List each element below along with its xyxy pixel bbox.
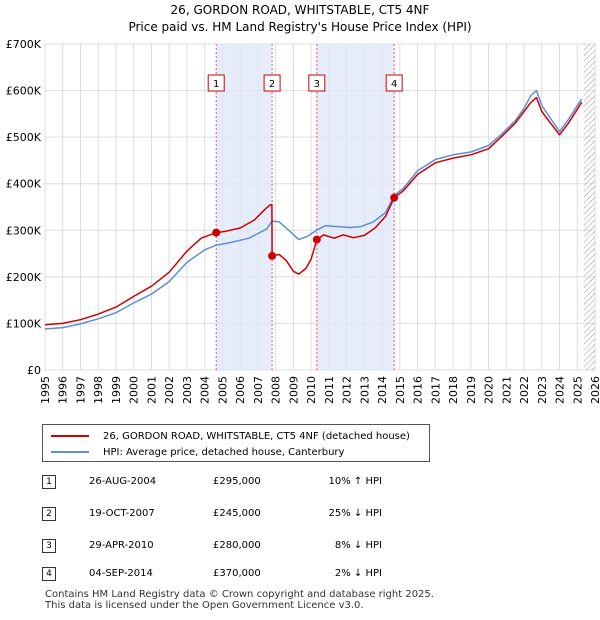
series-lines (44, 89, 583, 330)
sale-label-number: 1 (213, 79, 219, 90)
transaction-hpi-diff: 10% ↑ HPI (328, 476, 382, 487)
shaded-periods (216, 44, 595, 370)
chart-title: 26, GORDON ROAD, WHITSTABLE, CT5 4NF (171, 3, 430, 17)
x-tick-label: 2022 (518, 376, 531, 404)
x-axis: 1995 1996 1997 1998 1999 2000 2001 2002 2003 2004… (39, 376, 600, 404)
x-tick-label: 2014 (376, 376, 389, 404)
x-tick-label: 2023 (536, 376, 549, 404)
x-tick-label: 1997 (74, 376, 87, 404)
x-tick-label: 2015 (394, 376, 407, 404)
sale-labels: 1 2 3 4 (207, 74, 403, 92)
sale-label-number: 3 (314, 79, 320, 90)
legend: 26, GORDON ROAD, WHITSTABLE, CT5 4NF (de… (42, 424, 430, 462)
y-tick-label: £600K (6, 85, 42, 98)
y-tick-label: £700K (6, 38, 42, 51)
forecast-hatch (583, 44, 595, 370)
legend-label-hpi: HPI: Average price, detached house, Cant… (103, 446, 345, 458)
transaction-price: £295,000 (213, 476, 261, 487)
x-tick-label: 1996 (57, 376, 70, 404)
x-tick-label: 1995 (39, 376, 52, 404)
shaded-period (216, 44, 273, 370)
transaction-date: 19-OCT-2007 (89, 508, 155, 519)
x-tick-label: 1998 (92, 376, 105, 404)
x-tick-label: 2002 (163, 376, 176, 404)
transaction-number: 4 (42, 567, 56, 581)
sale-points (212, 193, 399, 260)
x-tick-label: 2003 (181, 376, 194, 404)
footer-copyright: Contains HM Land Registry data © Crown c… (45, 589, 434, 600)
chart-subtitle: Price paid vs. HM Land Registry's House … (128, 20, 471, 34)
transaction-hpi-diff: 2% ↓ HPI (334, 568, 382, 579)
x-tick-label: 2010 (305, 376, 318, 404)
transaction-number: 2 (42, 507, 56, 521)
footer: Contains HM Land Registry data © Crown c… (45, 589, 434, 611)
sale-label-number: 4 (391, 79, 397, 90)
y-tick-label: £100K (6, 317, 42, 330)
legend-swatch-property (51, 435, 89, 437)
x-tick-label: 2026 (589, 376, 600, 404)
x-tick-label: 2020 (483, 376, 496, 404)
price-chart: 26, GORDON ROAD, WHITSTABLE, CT5 4NF Pri… (6, 3, 600, 404)
transaction-price: £370,000 (213, 568, 261, 579)
x-tick-label: 2018 (447, 376, 460, 404)
sale-label-number: 2 (269, 79, 275, 90)
transaction-price: £280,000 (213, 540, 261, 551)
x-tick-label: 2025 (571, 376, 584, 404)
y-tick-label: £0 (27, 364, 41, 377)
x-tick-label: 2021 (500, 376, 513, 404)
x-tick-label: 2008 (270, 376, 283, 404)
footer-licence: This data is licensed under the Open Gov… (45, 600, 364, 611)
sale-label-box (385, 74, 403, 92)
x-tick-label: 2001 (145, 376, 158, 404)
x-tick-label: 1999 (110, 376, 123, 404)
x-tick-label: 2024 (554, 376, 567, 404)
legend-swatch-hpi (51, 451, 89, 453)
y-tick-label: £200K (6, 271, 42, 284)
x-tick-label: 2004 (199, 376, 212, 404)
x-tick-label: 2011 (323, 376, 336, 404)
transaction-hpi-diff: 25% ↓ HPI (328, 508, 382, 519)
transaction-date: 26-AUG-2004 (89, 476, 157, 487)
y-tick-label: £500K (6, 131, 42, 144)
x-tick-label: 2019 (465, 376, 478, 404)
x-tick-label: 2006 (234, 376, 247, 404)
sale-point (390, 193, 399, 202)
transaction-date: 04-SEP-2014 (89, 568, 153, 579)
sale-point (268, 251, 277, 260)
transaction-number: 1 (42, 475, 56, 489)
x-tick-label: 2017 (429, 376, 442, 404)
transaction-price: £245,000 (213, 508, 261, 519)
legend-item-property: 26, GORDON ROAD, WHITSTABLE, CT5 4NF (de… (51, 428, 410, 444)
sale-point (312, 235, 321, 244)
shaded-period (316, 44, 395, 370)
hpi-line (44, 89, 583, 330)
property-price-line (44, 96, 583, 326)
transaction-number: 3 (42, 539, 56, 553)
sale-label-box (207, 74, 225, 92)
y-tick-label: £400K (6, 178, 42, 191)
legend-label-property: 26, GORDON ROAD, WHITSTABLE, CT5 4NF (de… (103, 430, 410, 442)
y-axis: £0 £100K £200K £300K £400K £500K £600K £700K (6, 38, 42, 377)
x-tick-label: 2013 (358, 376, 371, 404)
x-tick-label: 2000 (128, 376, 141, 404)
sale-label-box (308, 74, 326, 92)
transaction-date: 29-APR-2010 (89, 540, 154, 551)
x-tick-label: 2005 (216, 376, 229, 404)
y-tick-label: £300K (6, 224, 42, 237)
sale-label-box (263, 74, 281, 92)
transaction-hpi-diff: 8% ↓ HPI (334, 540, 382, 551)
x-tick-label: 2007 (252, 376, 265, 404)
x-tick-label: 2009 (287, 376, 300, 404)
sale-point (212, 228, 221, 237)
x-tick-label: 2016 (412, 376, 425, 404)
x-tick-label: 2012 (341, 376, 354, 404)
legend-item-hpi: HPI: Average price, detached house, Cant… (51, 444, 344, 460)
